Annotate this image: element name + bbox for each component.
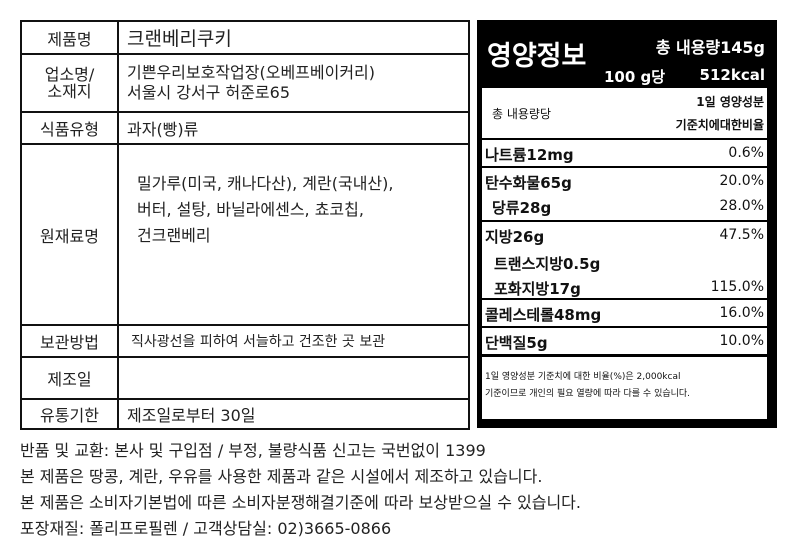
nutrient-name: 지방26g: [485, 228, 545, 246]
value-line: 밀가루(미국, 캐나다산), 계란(국내산),: [137, 174, 394, 193]
nutrient-name: 포화지방17g: [494, 280, 581, 298]
row-company: 업소명/ 소재지 기쁜우리보호작업장(오베프베이커리) 서울시 강서구 허준로65: [20, 53, 470, 113]
note-line: 기준이므로 개인의 필요 열량에 따라 다를 수 있습니다.: [485, 389, 691, 399]
label: 제조일: [20, 356, 119, 400]
value-line: 서울시 강서구 허준로65: [127, 83, 291, 102]
row-food-type: 식품유형 과자(빵)류: [20, 111, 470, 145]
nutrient-name: 단백질5g: [485, 334, 548, 352]
col-right-2: 기준치에대한비율: [675, 118, 764, 132]
nutrient-row: 콜레스테롤48mg 16.0%: [482, 300, 767, 326]
nutrition-note: 1일 영양성분 기준치에 대한 비율(%)은 2,000kcal 기준이므로 개…: [482, 357, 767, 419]
nutrition-facts: 영양정보 총 내용량145g 100 g당 512kcal 총 내용량당 1일 …: [477, 20, 777, 428]
per-amount: 100 g당: [604, 68, 666, 86]
row-ingredients: 원재료명 밀가루(미국, 캐나다산), 계란(국내산), 버터, 설탕, 바닐라에센…: [20, 143, 470, 326]
label: 보관방법: [20, 324, 119, 358]
col-right-1: 1일 영양성분: [696, 95, 764, 109]
value: [117, 356, 470, 400]
label: 유통기한: [20, 398, 119, 430]
note-line: 1일 영양성분 기준치에 대한 비율(%)은 2,000kcal: [485, 372, 681, 382]
nutrient-name: 당류28g: [492, 199, 552, 217]
value-line: 기쁜우리보호작업장(오베프베이커리): [127, 63, 376, 82]
label: 식품유형: [20, 111, 119, 145]
nutrient-name: 트랜스지방0.5g: [494, 255, 601, 273]
row-product-name: 제품명 크랜베리쿠키: [20, 20, 470, 55]
nutrient-pct: 20.0%: [719, 173, 764, 189]
value: 크랜베리쿠키: [117, 20, 470, 55]
calories: 512kcal: [699, 66, 765, 84]
value: 직사광선을 피하여 서늘하고 건조한 곳 보관: [117, 324, 470, 358]
nutrient-pct: 28.0%: [719, 198, 764, 214]
nutrient-name: 콜레스테롤48mg: [485, 306, 602, 324]
nutrient-row: 단백질5g 10.0%: [482, 328, 767, 354]
nutrient-pct: 0.6%: [728, 145, 764, 161]
nutrition-title: 영양정보: [487, 41, 587, 72]
nutrient-row: 나트륨12mg 0.6%: [482, 140, 767, 166]
nutrient-pct: 47.5%: [719, 227, 764, 243]
value: 과자(빵)류: [117, 111, 470, 145]
footer-line: 포장재질: 폴리프로필렌 / 고객상담실: 02)3665-0866: [20, 519, 392, 538]
nutrient-pct: 16.0%: [719, 305, 764, 321]
label: 원재료명: [20, 143, 119, 326]
value-line: 버터, 설탕, 바닐라에센스, 쵸코칩,: [137, 200, 364, 219]
footer-line: 본 제품은 땅콩, 계란, 우유를 사용한 제품과 같은 시설에서 제조하고 있…: [20, 467, 543, 486]
nutrient-pct: 10.0%: [719, 333, 764, 349]
label: 제품명: [20, 20, 119, 55]
product-info-table: 제품명 크랜베리쿠키 업소명/ 소재지 기쁜우리보호작업장(오베프베이커리) 서울시 …: [20, 20, 470, 430]
footer-line: 본 제품은 소비자기본법에 따른 소비자분쟁해결기준에 따라 보상받으실 수 있…: [20, 493, 581, 512]
nutrient-pct: 115.0%: [710, 279, 764, 295]
row-mfg-date: 제조일: [20, 356, 470, 400]
col-left: 총 내용량당: [492, 107, 552, 121]
column-header: 총 내용량당 1일 영양성분 기준치에대한비율: [482, 88, 767, 138]
nutrient-name: 나트륨12mg: [485, 146, 574, 164]
total-amount: 총 내용량145g: [655, 38, 765, 57]
row-storage: 보관방법 직사광선을 피하여 서늘하고 건조한 곳 보관: [20, 324, 470, 358]
footer-line: 반품 및 교환: 본사 및 구입점 / 부정, 불량식품 신고는 국번없이 13…: [20, 441, 486, 460]
row-expiry: 유통기한 제조일로부터 30일: [20, 398, 470, 430]
nutrient-name: 탄수화물65g: [485, 174, 572, 192]
label: 업소명/ 소재지: [20, 53, 119, 113]
nutrient-group: 지방26g 47.5% 트랜스지방0.5g 포화지방17g 115.0%: [482, 222, 767, 298]
value: 제조일로부터 30일: [117, 398, 470, 430]
value-line: 건크랜베리: [137, 226, 211, 245]
nutrient-group: 탄수화물65g 20.0% 당류28g 28.0%: [482, 168, 767, 220]
